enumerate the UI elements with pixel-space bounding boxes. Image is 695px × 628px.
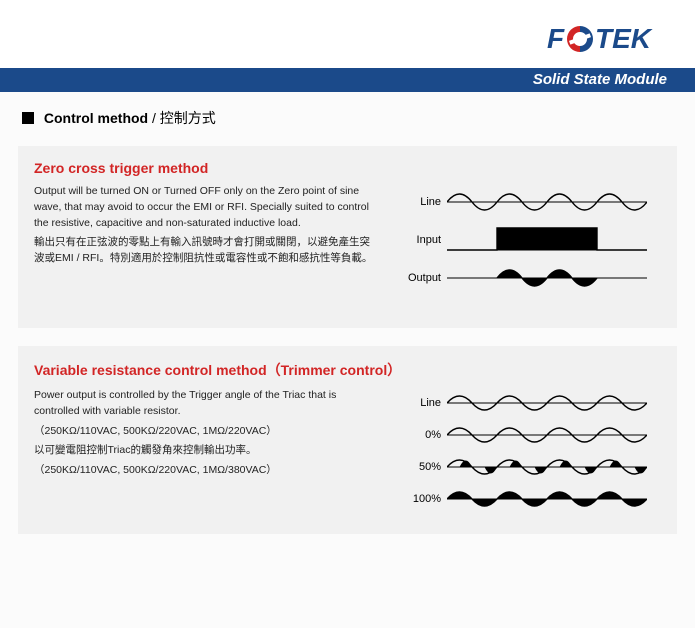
- panel2-zh: 以可變電阻控制Triac的觸發角來控制輸出功率。: [34, 443, 379, 459]
- panel2-diagram: Line 0% 50%: [391, 388, 661, 516]
- label2-0: 0%: [391, 429, 441, 441]
- title-bar-text: Solid State Module: [533, 71, 667, 88]
- panel-zero-cross: Zero cross trigger method Output will be…: [18, 146, 677, 328]
- section-title-bold: Control method: [44, 110, 148, 126]
- label2-50: 50%: [391, 461, 441, 473]
- label-input: Input: [391, 234, 441, 246]
- label-output: Output: [391, 272, 441, 284]
- wave2-50-icon: [447, 452, 647, 482]
- panel2-spec2: （250KΩ/110VAC, 500KΩ/220VAC, 1MΩ/380VAC）: [34, 463, 379, 479]
- panel2-heading: Variable resistance control method（Trimm…: [34, 360, 661, 380]
- section-title-rest: / 控制方式: [148, 110, 216, 126]
- svg-text:F: F: [547, 23, 565, 54]
- label2-100: 100%: [391, 493, 441, 505]
- panel1-zh: 輸出只有在正弦波的零點上有輸入訊號時才會打開或關閉，以避免產生突波或EMI / …: [34, 235, 379, 267]
- wave2-line-icon: [447, 388, 647, 418]
- wave2-0-icon: [447, 420, 647, 450]
- panel-variable-resistance: Variable resistance control method（Trimm…: [18, 346, 677, 534]
- section-title: Control method / 控制方式: [22, 108, 695, 128]
- panel1-text: Output will be turned ON or Turned OFF o…: [34, 184, 379, 298]
- panel2-spec1: （250KΩ/110VAC, 500KΩ/220VAC, 1MΩ/220VAC）: [34, 424, 379, 440]
- wave2-100-icon: [447, 484, 647, 514]
- panel1-heading: Zero cross trigger method: [34, 160, 661, 176]
- brand-logo: F TEK: [547, 22, 667, 61]
- panel1-diagram: Line Input Output: [391, 184, 661, 298]
- panel2-text: Power output is controlled by the Trigge…: [34, 388, 379, 516]
- title-bar: Solid State Module: [0, 68, 695, 92]
- header-region: F TEK Solid State Module: [0, 0, 695, 92]
- panel1-en: Output will be turned ON or Turned OFF o…: [34, 184, 379, 231]
- svg-text:TEK: TEK: [595, 23, 653, 54]
- panel2-en: Power output is controlled by the Trigge…: [34, 388, 379, 420]
- square-bullet-icon: [22, 112, 34, 124]
- wave-output-icon: [447, 260, 647, 296]
- wave-line-icon: [447, 184, 647, 220]
- label-line: Line: [391, 196, 441, 208]
- label2-line: Line: [391, 397, 441, 409]
- pulse-input-icon: [447, 222, 647, 258]
